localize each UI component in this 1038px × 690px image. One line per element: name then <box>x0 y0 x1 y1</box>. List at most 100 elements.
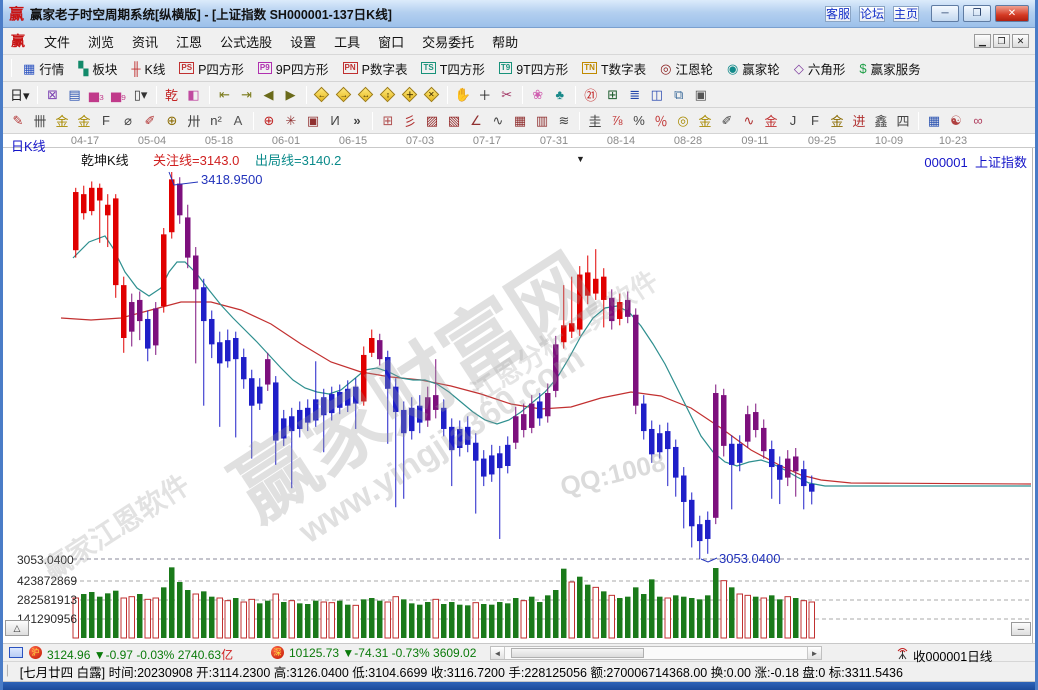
chart-area[interactable]: 04-17 05-04 05-18 06-01 06-15 07-03 07-17 07-31… <box>3 134 1035 643</box>
kline-style-dropdown[interactable]: 日▾ <box>10 88 30 103</box>
prev-button[interactable]: ◀ <box>263 86 274 102</box>
collapse-pane-button[interactable]: △ <box>5 620 29 636</box>
nav-diamond-all[interactable]: ✕ <box>421 85 443 105</box>
brush-tool[interactable]: ✐ <box>721 112 733 128</box>
wave-mark-tool[interactable]: И <box>330 113 340 128</box>
four-angle-tool[interactable]: 四 <box>896 114 910 129</box>
service-button[interactable]: 客服 <box>824 5 851 22</box>
qiankun-kline-tool[interactable]: 乾 <box>165 88 179 103</box>
hatch-box-tool[interactable]: ▧ <box>447 112 461 128</box>
forum-button[interactable]: 论坛 <box>858 5 885 22</box>
menu-item-1[interactable]: 浏览 <box>88 34 115 50</box>
circle-cross-tool[interactable]: ⊕ <box>166 112 178 128</box>
scrollbar-thumb[interactable] <box>511 648 644 658</box>
minimize-button[interactable]: ─ <box>931 5 959 22</box>
p9-square-button[interactable]: P9 9P四方形 <box>251 56 336 81</box>
horizontal-scrollbar[interactable]: ◄ ► <box>490 646 822 660</box>
target-tool[interactable]: ⊕ <box>263 112 275 128</box>
nav-diamond-right[interactable]: → <box>333 85 355 105</box>
net-tool[interactable]: ⊠ <box>47 86 58 102</box>
menu-item-5[interactable]: 设置 <box>290 34 317 50</box>
print-button[interactable]: ▣ <box>694 86 707 102</box>
f-angle-tool[interactable]: F <box>811 113 819 128</box>
quote-table-icon[interactable] <box>9 647 23 658</box>
j-angle-tool[interactable]: J <box>789 113 797 128</box>
gold-grid-tool[interactable]: 金 <box>55 114 69 129</box>
flower-tool[interactable]: ❀ <box>532 86 544 102</box>
hexagon-button[interactable]: ◇ 六角形 <box>787 56 853 81</box>
gold-angle-tool[interactable]: 金 <box>830 114 844 129</box>
fan-lines-tool[interactable]: 彡 <box>403 114 417 129</box>
nav-diamond-cross[interactable]: ＋ <box>399 85 421 105</box>
p-square-button[interactable]: PS P四方形 <box>172 56 251 81</box>
bar-scale-tool[interactable]: 圭 <box>588 114 602 129</box>
dense-grid-tool[interactable]: ▦ <box>513 112 527 128</box>
pencil-tool[interactable]: ✎ <box>12 112 24 128</box>
cut-tool[interactable]: ✂ <box>501 86 513 102</box>
winner-service-button[interactable]: $ 赢家服务 <box>852 56 927 81</box>
kline-button[interactable]: ╫ K线 <box>124 56 172 81</box>
menu-item-4[interactable]: 公式选股 <box>220 34 273 50</box>
winner-wheel-button[interactable]: ◉ 赢家轮 <box>720 56 787 81</box>
gann-wheel-button[interactable]: ◎ 江恩轮 <box>653 56 720 81</box>
goto-first-button[interactable]: ⇤ <box>219 86 230 102</box>
menu-item-9[interactable]: 帮助 <box>492 34 519 50</box>
taichi-tool[interactable]: ☯ <box>950 112 962 128</box>
percent-tool[interactable]: % <box>633 113 645 128</box>
fan2-tool[interactable]: ≋ <box>558 112 570 128</box>
nav-diamond-h[interactable]: ↔ <box>355 85 377 105</box>
brain-tool[interactable]: ♣ <box>555 87 564 102</box>
star-burst-tool[interactable]: ✳ <box>285 112 297 128</box>
menu-item-6[interactable]: 工具 <box>334 34 361 50</box>
mdi-close-button[interactable]: ✕ <box>1012 34 1029 48</box>
f-ruler-tool[interactable]: F <box>102 113 110 128</box>
home-button[interactable]: 主页 <box>892 5 919 22</box>
splitter-button[interactable]: ─ <box>1011 622 1031 636</box>
arc-tool[interactable]: ⌀ <box>124 112 132 128</box>
more-tools-chevron[interactable]: » <box>353 113 361 128</box>
t9-square-button[interactable]: T9 9T四方形 <box>492 56 575 81</box>
scroll-right-arrow[interactable]: ► <box>807 647 821 659</box>
infinity-tool[interactable]: ∞ <box>973 113 983 128</box>
n2-grid-tool[interactable]: n² <box>210 113 222 128</box>
mdi-restore-button[interactable]: ❐ <box>993 34 1010 48</box>
bars-tool[interactable]: 卅 <box>187 114 201 129</box>
angle-lines-tool[interactable]: ∠ <box>470 112 482 128</box>
color-chart-tool[interactable]: ◧ <box>187 86 200 102</box>
hand-tool[interactable]: ✋ <box>454 86 471 102</box>
bars3-tool[interactable]: ▅₃ <box>88 86 105 102</box>
copy-button[interactable]: ⧉ <box>674 86 684 102</box>
jin-angle-tool[interactable]: 进 <box>852 114 866 129</box>
pencil-badge-tool[interactable]: ✐ <box>144 112 156 128</box>
fraction-tool[interactable]: ⅞ <box>611 113 623 128</box>
xin-angle-tool[interactable]: 鑫 <box>874 114 888 129</box>
goto-last-button[interactable]: ⇥ <box>241 86 252 102</box>
t-number-table-button[interactable]: TN T数字表 <box>575 56 653 81</box>
gold-line-tool[interactable]: 金 <box>698 114 712 129</box>
wave-level-tool[interactable]: ∿ <box>743 112 755 128</box>
gold-grid2-tool[interactable]: 金 <box>77 114 91 129</box>
candlestick-chart[interactable] <box>3 134 1035 643</box>
boxed-star-tool[interactable]: ▣ <box>306 112 320 128</box>
t-square-button[interactable]: TS T四方形 <box>414 56 491 81</box>
candle-style-dropdown[interactable]: ▯▾ <box>133 86 148 102</box>
box-grid-tool[interactable]: ⊞ <box>382 112 394 128</box>
bars9-tool[interactable]: ▅₉ <box>110 86 127 102</box>
grid-window-tool[interactable]: ▦ <box>927 112 941 128</box>
nav-diamond-v[interactable]: ↕ <box>377 85 399 105</box>
menu-item-0[interactable]: 文件 <box>44 34 71 50</box>
restore-button[interactable]: ❐ <box>963 5 991 22</box>
dense-grid2-tool[interactable]: ▥ <box>535 112 549 128</box>
menu-item-7[interactable]: 窗口 <box>378 34 405 50</box>
p-number-table-button[interactable]: PN P数字表 <box>336 56 415 81</box>
notepad-button[interactable]: ≣ <box>629 86 641 102</box>
menu-item-2[interactable]: 资讯 <box>132 34 159 50</box>
percent-line-tool[interactable]: ％ <box>654 114 668 129</box>
mdi-minimize-button[interactable]: ▁ <box>974 34 991 48</box>
scroll-left-arrow[interactable]: ◄ <box>491 647 505 659</box>
note-tool[interactable]: ▤ <box>68 86 81 102</box>
sectors-button[interactable]: ▚ 板块 <box>71 56 124 81</box>
save-button[interactable]: ◫ <box>650 86 663 102</box>
gold-circle-tool[interactable]: ◎ <box>677 112 689 128</box>
crosshair-tool[interactable]: ＋ <box>478 88 492 103</box>
